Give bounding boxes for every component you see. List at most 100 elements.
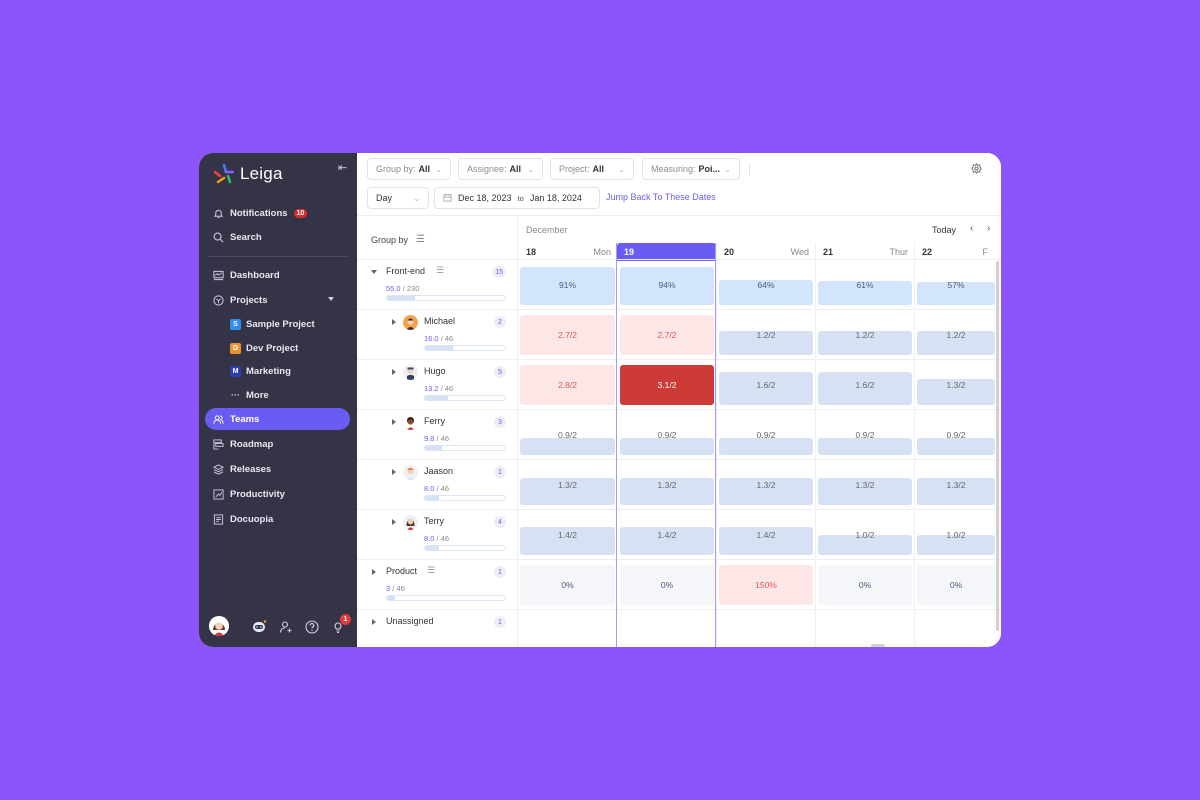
row-label[interactable]: Hugo 5 13.2 / 46 — [357, 360, 518, 410]
member-row-ferry: Ferry 3 9.8 / 46 0.9/2 0.9/2 0.9/2 0.9/2… — [357, 410, 1000, 460]
sidebar-item-projects[interactable]: Projects — [205, 289, 350, 311]
sidebar-item-search[interactable]: Search — [205, 226, 350, 248]
sidebar-item-dashboard[interactable]: Dashboard — [205, 264, 350, 286]
capacity-cell[interactable]: 0% — [818, 565, 912, 605]
expand-caret-icon[interactable] — [372, 569, 376, 575]
group-by-header[interactable]: Group by ☰ — [371, 234, 425, 245]
capacity-cell[interactable]: 1.4/2 — [620, 515, 714, 555]
capacity-cell[interactable]: 1.3/2 — [818, 465, 912, 505]
user-avatar[interactable] — [209, 616, 229, 636]
vertical-scrollbar[interactable] — [996, 261, 999, 631]
assignee-filter[interactable]: Assignee: All ⌄ — [458, 158, 543, 180]
capacity-cell-overloaded[interactable]: 2.7/2 — [520, 315, 615, 355]
capacity-cell[interactable]: 1.3/2 — [620, 465, 714, 505]
date-to[interactable]: Jan 18, 2024 — [529, 193, 582, 203]
project-item-dev[interactable]: D Dev Project — [230, 339, 298, 357]
settings-gear-icon[interactable] — [971, 161, 982, 179]
row-label[interactable]: Jaason 1 8.0 / 46 — [357, 460, 518, 510]
view-mode-select[interactable]: Day ⌄ — [367, 187, 429, 209]
capacity-cell[interactable]: 61% — [818, 267, 912, 305]
project-item-sample[interactable]: S Sample Project — [230, 315, 315, 333]
avatar-jaason — [403, 465, 418, 480]
list-menu-icon[interactable]: ☰ — [427, 565, 436, 575]
expand-caret-icon[interactable] — [392, 419, 396, 425]
sidebar-item-notifications[interactable]: Notifications 10 — [205, 202, 350, 224]
expand-caret-icon[interactable] — [392, 369, 396, 375]
capacity-cell[interactable]: 57% — [917, 267, 995, 305]
tips-lightbulb-icon[interactable]: 1 — [330, 614, 351, 635]
capacity-cell[interactable]: 1.2/2 — [917, 315, 995, 355]
capacity-cell[interactable]: 1.2/2 — [719, 315, 813, 355]
expand-caret-icon[interactable] — [392, 469, 396, 475]
more-label: More — [246, 389, 269, 401]
capacity-cell[interactable]: 1.6/2 — [818, 365, 912, 405]
jump-back-link[interactable]: Jump Back To These Dates — [606, 192, 716, 202]
logo[interactable]: Leiga — [214, 164, 283, 184]
ai-bot-icon[interactable] — [251, 619, 267, 635]
capacity-cell[interactable]: 1.4/2 — [520, 515, 615, 555]
capacity-cell[interactable]: 1.2/2 — [818, 315, 912, 355]
date-range-picker[interactable]: Dec 18, 2023 to Jan 18, 2024 — [434, 187, 600, 209]
expand-caret-icon[interactable] — [372, 619, 376, 625]
capacity-cell[interactable]: 1.3/2 — [520, 465, 615, 505]
row-label[interactable]: Unassigned 1 — [357, 610, 518, 647]
productivity-chart-icon — [213, 488, 224, 500]
capacity-cell[interactable]: 0% — [917, 565, 995, 605]
capacity-cell-overloaded[interactable]: 150% — [719, 565, 813, 605]
sidebar-item-productivity[interactable]: Productivity — [205, 483, 350, 505]
capacity-cell[interactable]: 0.9/2 — [818, 415, 912, 455]
date-from[interactable]: Dec 18, 2023 — [458, 193, 512, 203]
capacity-cell[interactable]: 0.9/2 — [719, 415, 813, 455]
day-number: 22 — [922, 247, 933, 257]
capacity-cell[interactable]: 1.3/2 — [719, 465, 813, 505]
project-item-marketing[interactable]: M Marketing — [230, 362, 291, 380]
capacity-cell[interactable]: 1.0/2 — [818, 515, 912, 555]
capacity-cell[interactable]: 1.3/2 — [917, 365, 995, 405]
capacity-cell[interactable]: 0% — [520, 565, 615, 605]
sidebar-item-docuopia[interactable]: Docuopia — [205, 508, 350, 530]
measuring-filter[interactable]: Measuring: Poi... ⌄ — [642, 158, 740, 180]
row-label[interactable]: Front-end ☰ 15 55.0 / 230 — [357, 260, 518, 310]
group-by-filter[interactable]: Group by: All ⌄ — [367, 158, 451, 180]
sidebar-item-releases[interactable]: Releases — [205, 458, 350, 480]
capacity-cell[interactable]: 94% — [620, 267, 714, 305]
projects-more[interactable]: ··· More — [230, 386, 269, 404]
help-icon[interactable] — [304, 619, 320, 635]
capacity-cell-critical[interactable]: 3.1/2 — [620, 365, 714, 405]
expand-caret-icon[interactable] — [392, 519, 396, 525]
row-label[interactable]: Terry 4 8.0 / 46 — [357, 510, 518, 560]
row-label[interactable]: Ferry 3 9.8 / 46 — [357, 410, 518, 460]
capacity-cell[interactable]: 91% — [520, 267, 615, 305]
member-row-terry: Terry 4 8.0 / 46 1.4/2 1.4/2 1.4/2 1.0/2… — [357, 510, 1000, 560]
collapse-sidebar-icon[interactable]: ⇤ — [338, 162, 348, 174]
capacity-cell[interactable]: 0.9/2 — [917, 415, 995, 455]
expand-caret-icon[interactable] — [392, 319, 396, 325]
list-menu-icon[interactable]: ☰ — [436, 265, 445, 275]
project-filter[interactable]: Project: All ⌄ — [550, 158, 634, 180]
collapse-caret-icon[interactable] — [371, 270, 377, 274]
capacity-cell[interactable]: 1.4/2 — [719, 515, 813, 555]
day-header: 20 Wed — [717, 243, 816, 261]
capacity-cell[interactable]: 0% — [620, 565, 714, 605]
capacity-cell-overloaded[interactable]: 2.8/2 — [520, 365, 615, 405]
row-label[interactable]: Product ☰ 1 3 / 46 — [357, 560, 518, 610]
day-number: 20 — [724, 247, 735, 257]
next-arrow-icon[interactable]: › — [987, 223, 991, 234]
capacity-cell[interactable]: 64% — [719, 267, 813, 305]
sidebar-item-teams[interactable]: Teams — [205, 408, 350, 430]
capacity-cell-overloaded[interactable]: 2.7/2 — [620, 315, 714, 355]
load-text: 55.0 / 230 — [386, 284, 420, 293]
prev-arrow-icon[interactable]: ‹ — [970, 223, 974, 234]
capacity-cell[interactable]: 1.6/2 — [719, 365, 813, 405]
capacity-cell[interactable]: 0.9/2 — [620, 415, 714, 455]
sidebar-item-roadmap[interactable]: Roadmap — [205, 433, 350, 455]
date-to-separator: to — [517, 193, 524, 203]
capacity-cell[interactable]: 0.9/2 — [520, 415, 615, 455]
today-button[interactable]: Today — [932, 225, 957, 235]
capacity-cell[interactable]: 1.0/2 — [917, 515, 995, 555]
row-label[interactable]: Michael 2 16.0 / 46 — [357, 310, 518, 360]
expand-projects-icon[interactable] — [328, 297, 334, 301]
invite-user-icon[interactable] — [278, 619, 294, 635]
horizontal-scrollbar[interactable] — [871, 644, 885, 647]
capacity-cell[interactable]: 1.3/2 — [917, 465, 995, 505]
